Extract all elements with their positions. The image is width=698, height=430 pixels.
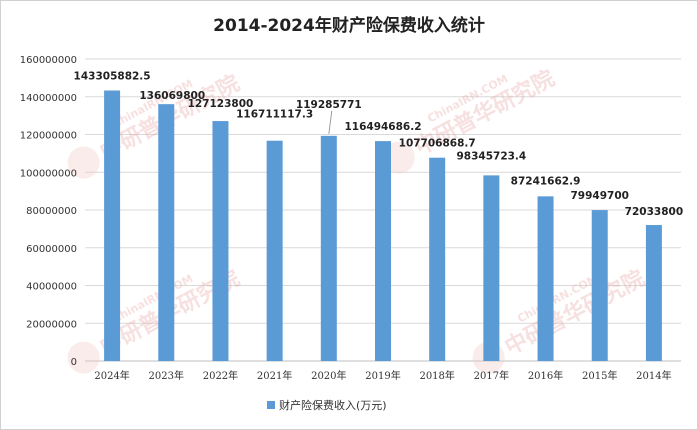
- bars: [104, 90, 662, 362]
- bar: [537, 196, 554, 361]
- bar: [429, 157, 446, 361]
- y-tick-label: 80000000: [26, 206, 77, 217]
- x-tick-label: 2017年: [474, 369, 509, 382]
- x-tick-label: 2016年: [528, 369, 563, 382]
- y-tick-label: 20000000: [26, 319, 77, 330]
- watermark-logo-icon: [67, 146, 100, 179]
- data-label: 143305882.5: [74, 71, 151, 83]
- bar: [320, 135, 337, 361]
- legend: 财产险保费收入(万元): [267, 398, 387, 412]
- x-tick-label: 2021年: [257, 369, 292, 382]
- data-label: 116711117.3: [236, 109, 313, 121]
- y-tick-label: 100000000: [20, 168, 77, 179]
- x-tick-label: 2020年: [311, 369, 346, 382]
- y-tick-label: 120000000: [20, 131, 77, 142]
- x-tick-label: 2014年: [636, 369, 671, 382]
- x-tick-label: 2019年: [365, 369, 400, 382]
- data-label: 87241662.9: [511, 175, 581, 187]
- bar: [645, 225, 662, 361]
- x-tick-label: 2023年: [149, 369, 184, 382]
- y-tick-label: 0: [71, 357, 77, 368]
- data-label: 119285771: [296, 99, 362, 111]
- chart-title: 2014-2024年财产险保费收入统计: [213, 15, 485, 36]
- y-tick-label: 140000000: [20, 93, 77, 104]
- data-labels: 143305882.5 136069800127123800116711117.3…: [74, 71, 684, 219]
- legend-label: 财产险保费收入(万元): [279, 398, 387, 412]
- x-tick-label: 2018年: [419, 369, 454, 382]
- watermark-logo-icon: [67, 341, 100, 374]
- data-label: 79949700: [571, 190, 629, 202]
- x-tick-label: 2015年: [582, 369, 617, 382]
- x-tick-label: 2024年: [94, 369, 129, 382]
- data-label: 116494686.2: [344, 121, 421, 133]
- legend-swatch: [267, 401, 275, 409]
- y-tick-label: 60000000: [26, 244, 77, 255]
- data-label: 107706868.7: [399, 138, 476, 150]
- bar: [266, 140, 283, 361]
- y-axis-ticks: 0 20000000 40000000 60000000 80000000 1000000…: [20, 55, 77, 368]
- x-tick-label: 2022年: [203, 369, 238, 382]
- y-tick-label: 40000000: [26, 282, 77, 293]
- bar: [483, 175, 500, 361]
- bar: [375, 141, 391, 361]
- bar: [104, 90, 121, 362]
- data-label: 127123800: [188, 98, 254, 110]
- data-label: 98345723.4: [456, 150, 526, 162]
- label-leader-line: [328, 110, 333, 134]
- bar: [591, 210, 608, 361]
- bar: [158, 104, 175, 362]
- data-label: 136069800: [139, 90, 205, 102]
- x-axis-ticks: 2024年 2023年 2022年 2021年 2020年 2019年 2018年 2017年…: [94, 369, 671, 382]
- data-label: 72033800: [625, 206, 683, 218]
- bar: [212, 121, 229, 361]
- y-tick-label: 160000000: [20, 55, 77, 66]
